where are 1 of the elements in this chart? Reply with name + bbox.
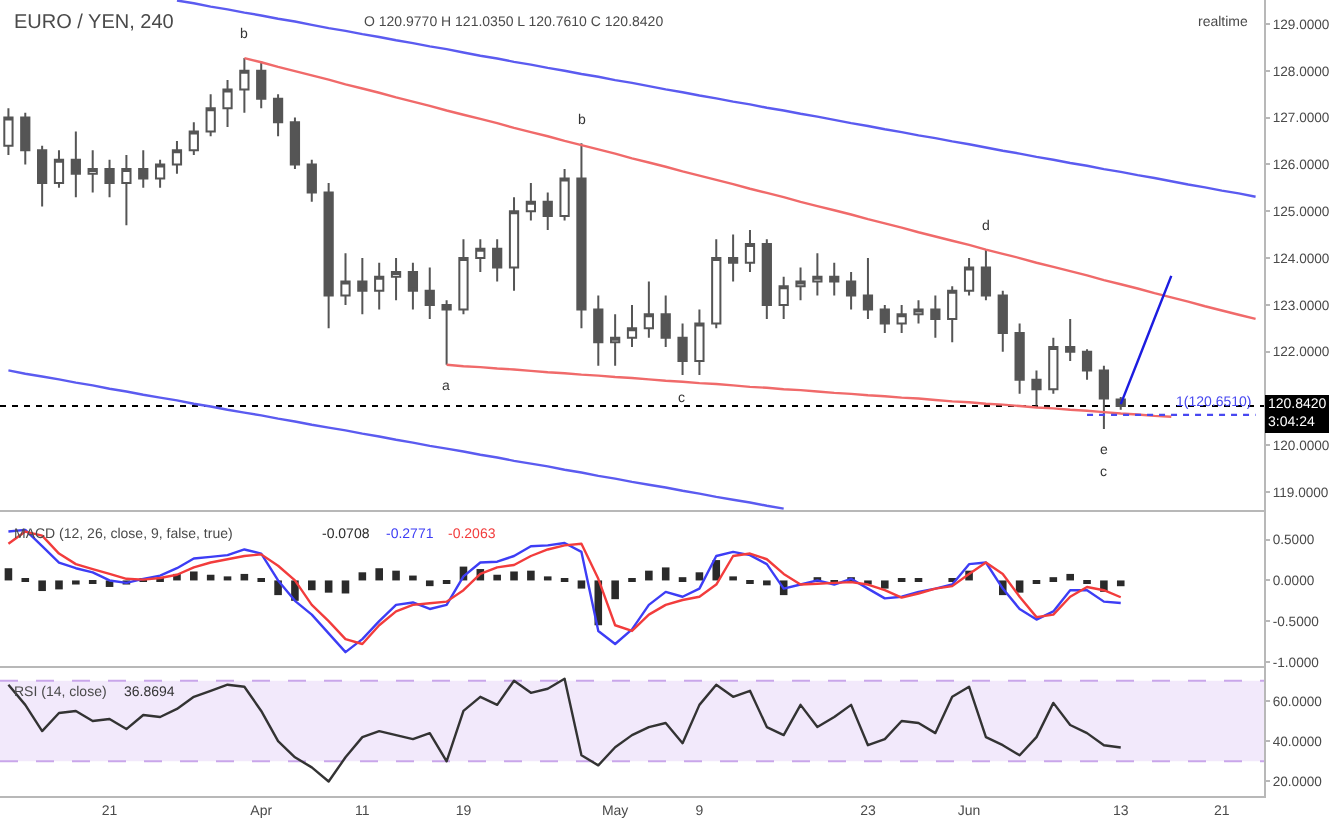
text: EURO / YEN, 240 bbox=[14, 12, 175, 34]
